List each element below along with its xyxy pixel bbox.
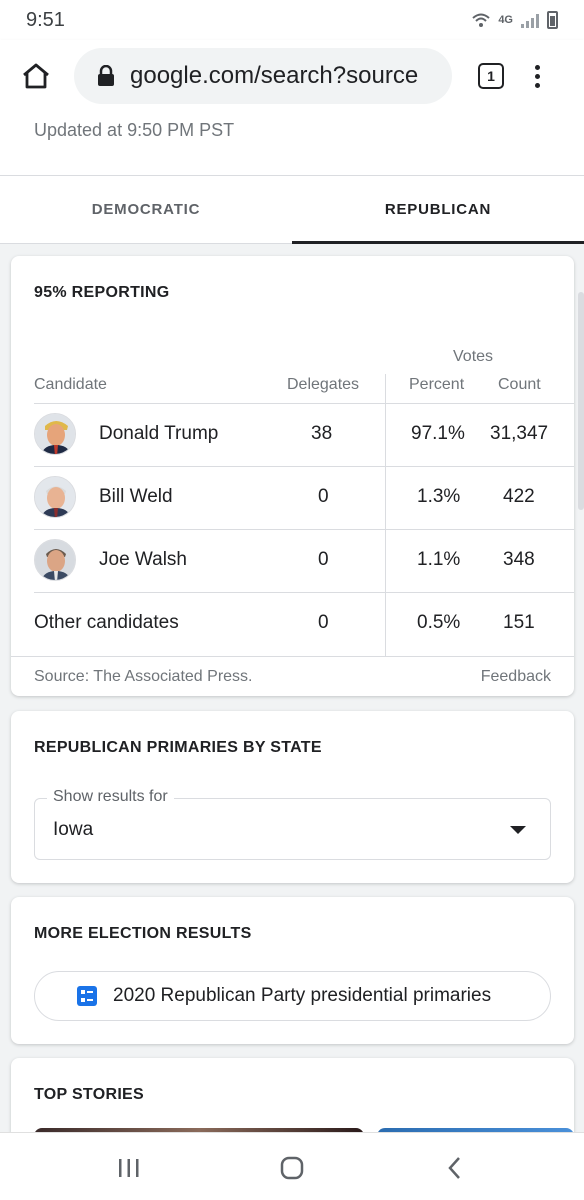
column-count: Count: [498, 376, 541, 393]
candidate-name: Joe Walsh: [99, 549, 187, 570]
table-row[interactable]: Donald Trump 38 97.1% 31,347: [11, 403, 574, 466]
recents-icon[interactable]: [116, 1155, 142, 1181]
status-icons: 4G: [472, 11, 558, 29]
more-results-title: MORE ELECTION RESULTS: [34, 925, 252, 942]
candidate-name: Other candidates: [34, 612, 179, 633]
network-type: 4G: [498, 13, 513, 26]
row-divider: [34, 466, 574, 467]
updated-time: Updated at 9:50 PM PST: [34, 120, 235, 140]
column-divider: [385, 374, 386, 656]
status-time: 9:51: [26, 8, 65, 31]
url-text: google.com/search?source: [130, 62, 419, 89]
address-bar[interactable]: google.com/search?source: [74, 48, 452, 104]
status-bar: 9:51 4G: [0, 0, 584, 40]
select-value: Iowa: [53, 819, 94, 840]
table-row[interactable]: Bill Weld 0 1.3% 422: [11, 466, 574, 529]
scrollbar[interactable]: [578, 292, 584, 510]
results-card: 95% REPORTING Votes Candidate Delegates …: [11, 256, 574, 696]
delegates-value: 0: [318, 549, 329, 570]
lock-icon: [98, 65, 114, 86]
home-icon[interactable]: [16, 56, 56, 96]
percent-value: 1.3%: [417, 486, 461, 507]
primaries-by-state-title: REPUBLICAN PRIMARIES BY STATE: [34, 739, 322, 756]
percent-value: 1.1%: [417, 549, 461, 570]
feedback-link[interactable]: Feedback: [480, 668, 551, 685]
tab-democratic[interactable]: DEMOCRATIC: [91, 201, 201, 218]
candidate-name: Bill Weld: [99, 486, 173, 507]
chip-label: 2020 Republican Party presidential prima…: [113, 985, 492, 1006]
avatar: [34, 539, 76, 581]
navigation-bar: [0, 1132, 584, 1200]
percent-value: 0.5%: [417, 612, 461, 633]
delegates-value: 0: [318, 612, 329, 633]
count-value: 348: [503, 549, 535, 570]
dropdown-arrow-icon: [510, 826, 526, 834]
primaries-chip[interactable]: 2020 Republican Party presidential prima…: [34, 971, 551, 1021]
avatar: [34, 413, 76, 455]
list-icon: [77, 986, 97, 1006]
select-label: Show results for: [47, 788, 174, 806]
tab-switcher-button[interactable]: 1: [478, 63, 504, 89]
count-value: 31,347: [490, 423, 549, 444]
tab-republican[interactable]: REPUBLICAN: [292, 176, 584, 244]
back-icon[interactable]: [442, 1155, 468, 1181]
battery-icon: [547, 11, 558, 29]
row-divider: [34, 529, 574, 530]
primaries-by-state-card: REPUBLICAN PRIMARIES BY STATE Show resul…: [11, 711, 574, 883]
home-nav-icon[interactable]: [279, 1155, 305, 1181]
wifi-icon: [472, 13, 490, 27]
table-row[interactable]: Joe Walsh 0 1.1% 348: [11, 529, 574, 592]
updated-area: Updated at 9:50 PM PST: [0, 112, 584, 176]
tab-count: 1: [487, 68, 495, 84]
row-divider: [34, 403, 574, 404]
signal-icon: [521, 12, 539, 28]
column-candidate: Candidate: [34, 376, 107, 393]
column-delegates: Delegates: [287, 376, 360, 393]
delegates-value: 38: [311, 423, 333, 444]
party-tabs: DEMOCRATIC REPUBLICAN: [0, 176, 584, 244]
row-divider: [11, 656, 574, 657]
reporting-status: 95% REPORTING: [34, 284, 170, 301]
avatar: [34, 476, 76, 518]
count-value: 151: [503, 612, 535, 633]
percent-value: 97.1%: [411, 423, 465, 444]
count-value: 422: [503, 486, 535, 507]
more-results-card: MORE ELECTION RESULTS 2020 Republican Pa…: [11, 897, 574, 1044]
row-divider: [34, 592, 574, 593]
votes-header: Votes: [453, 348, 494, 365]
column-percent: Percent: [409, 376, 465, 393]
state-select[interactable]: Show results for Iowa: [34, 788, 551, 860]
table-row[interactable]: Other candidates 0 0.5% 151: [11, 592, 574, 655]
browser-toolbar: google.com/search?source 1: [0, 40, 584, 112]
candidate-name: Donald Trump: [99, 423, 219, 444]
overflow-menu-icon[interactable]: [532, 64, 542, 88]
source-text: Source: The Associated Press.: [34, 668, 253, 685]
top-stories-title: TOP STORIES: [34, 1086, 145, 1103]
delegates-value: 0: [318, 486, 329, 507]
